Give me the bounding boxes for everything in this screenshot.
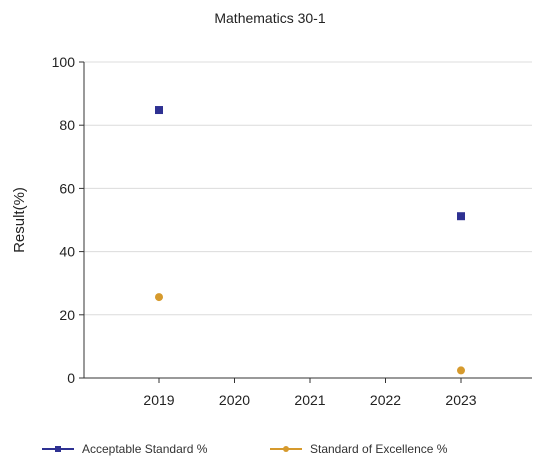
y-tick-label: 0 [67, 370, 75, 386]
data-point-excellence [457, 366, 465, 375]
x-tick-label: 2020 [219, 392, 250, 408]
x-tick-label: 2019 [143, 392, 174, 408]
legend-label: Standard of Excellence % [310, 442, 448, 456]
y-axis-label: Result(%) [11, 187, 28, 253]
data-point-excellence [155, 293, 163, 302]
data-points [155, 106, 465, 375]
y-tick-label: 20 [59, 307, 75, 323]
y-ticks: 0 20 40 60 80 100 [52, 54, 84, 386]
legend-marker-square [55, 446, 61, 452]
y-tick-label: 60 [59, 180, 75, 196]
x-tick-label: 2021 [294, 392, 325, 408]
gridlines [84, 61, 532, 316]
x-ticks: 2019 2020 2021 2022 2023 [143, 378, 477, 408]
legend-label: Acceptable Standard % [82, 442, 208, 456]
x-tick-label: 2023 [445, 392, 476, 408]
x-tick-label: 2022 [370, 392, 401, 408]
y-tick-label: 80 [59, 117, 75, 133]
data-point-acceptable [457, 212, 465, 221]
legend-marker-circle [283, 446, 289, 452]
y-tick-label: 100 [52, 54, 76, 70]
chart-title: Mathematics 30-1 [214, 10, 325, 26]
legend: Acceptable Standard % Standard of Excelle… [42, 442, 448, 456]
y-tick-label: 40 [59, 244, 75, 260]
data-point-acceptable [155, 106, 163, 115]
